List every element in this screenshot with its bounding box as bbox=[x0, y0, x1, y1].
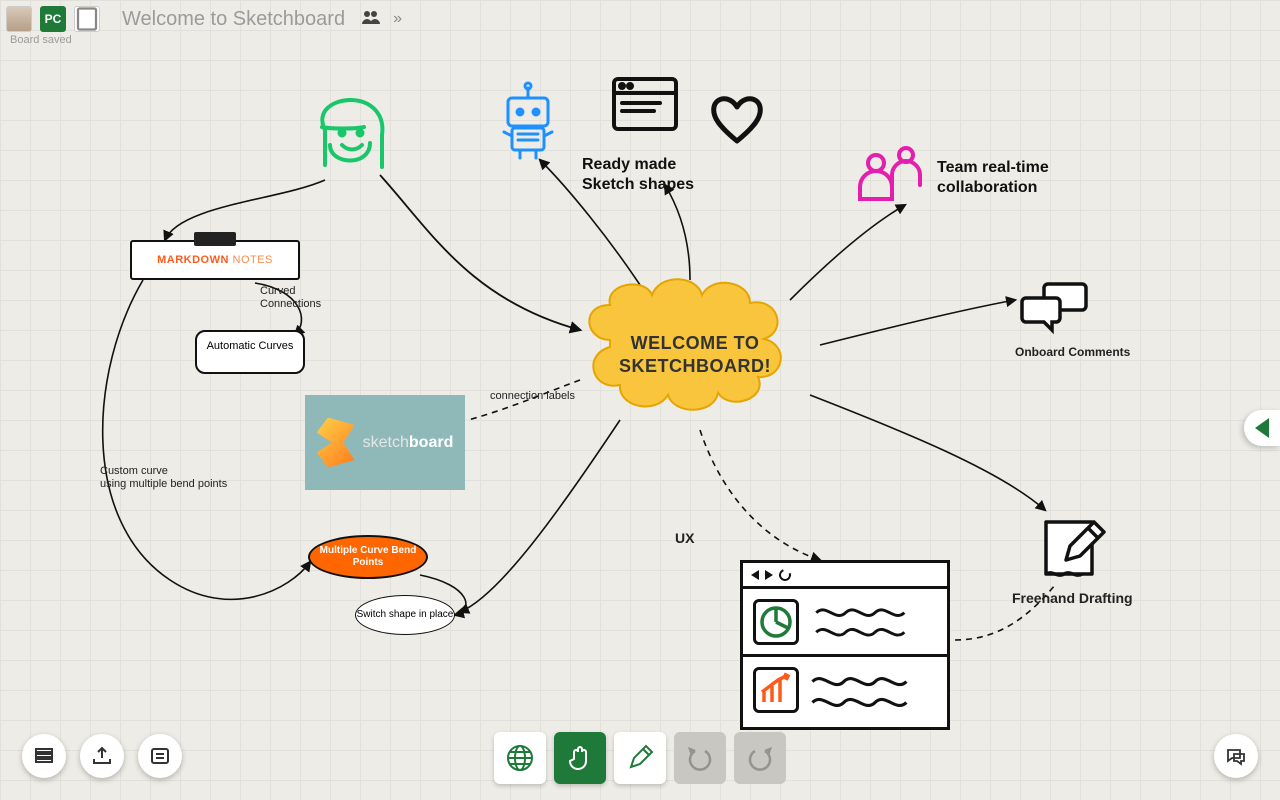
multiple-curve-node[interactable]: Multiple Curve Bend Points bbox=[308, 535, 428, 579]
robot-icon[interactable] bbox=[490, 80, 565, 160]
team-collab-label: Team real-time collaboration bbox=[937, 158, 1107, 198]
globe-tool[interactable] bbox=[494, 732, 546, 784]
hand-tool[interactable] bbox=[554, 732, 606, 784]
freehand-label: Freehand Drafting bbox=[1012, 590, 1133, 607]
comments-icon[interactable] bbox=[1020, 280, 1090, 335]
layers-button[interactable] bbox=[22, 734, 66, 778]
markdown-notes-node[interactable]: MARKDOWN NOTES bbox=[130, 240, 300, 280]
side-panel-toggle[interactable] bbox=[1244, 410, 1280, 446]
pie-icon bbox=[753, 599, 799, 645]
custom-curve-l2: using multiple bend points bbox=[100, 478, 227, 491]
connection-labels-label: connection labels bbox=[490, 390, 575, 403]
curved-connections-label: Curved Connections bbox=[260, 285, 340, 311]
redo-button[interactable] bbox=[734, 732, 786, 784]
undo-button[interactable] bbox=[674, 732, 726, 784]
pencil-paper-icon[interactable] bbox=[1040, 500, 1110, 580]
chat-button[interactable] bbox=[1214, 734, 1258, 778]
window-icon[interactable] bbox=[610, 75, 680, 135]
avatar-sketch-icon[interactable] bbox=[310, 95, 390, 180]
browser-sketch[interactable] bbox=[740, 560, 950, 730]
ux-label: UX bbox=[675, 530, 694, 547]
heart-icon[interactable] bbox=[710, 95, 765, 145]
team-icon[interactable] bbox=[850, 145, 930, 205]
center-cloud[interactable]: WELCOME TO SKETCHBOARD! bbox=[570, 280, 820, 430]
cloud-line1: WELCOME TO bbox=[570, 332, 820, 355]
notes-button[interactable] bbox=[138, 734, 182, 778]
switch-shape-node[interactable]: Switch shape in place bbox=[355, 595, 455, 635]
chart-icon bbox=[753, 667, 799, 713]
custom-curve-l1: Custom curve bbox=[100, 465, 227, 478]
pencil-tool[interactable] bbox=[614, 732, 666, 784]
cloud-line2: SKETCHBOARD! bbox=[570, 355, 820, 378]
ready-made-label: Ready made Sketch shapes bbox=[582, 155, 732, 195]
onboard-comments-label: Onboard Comments bbox=[1015, 345, 1130, 359]
share-button[interactable] bbox=[80, 734, 124, 778]
sketchboard-card[interactable]: sketchboard bbox=[305, 395, 465, 490]
automatic-curves-node[interactable]: Automatic Curves bbox=[195, 330, 305, 374]
